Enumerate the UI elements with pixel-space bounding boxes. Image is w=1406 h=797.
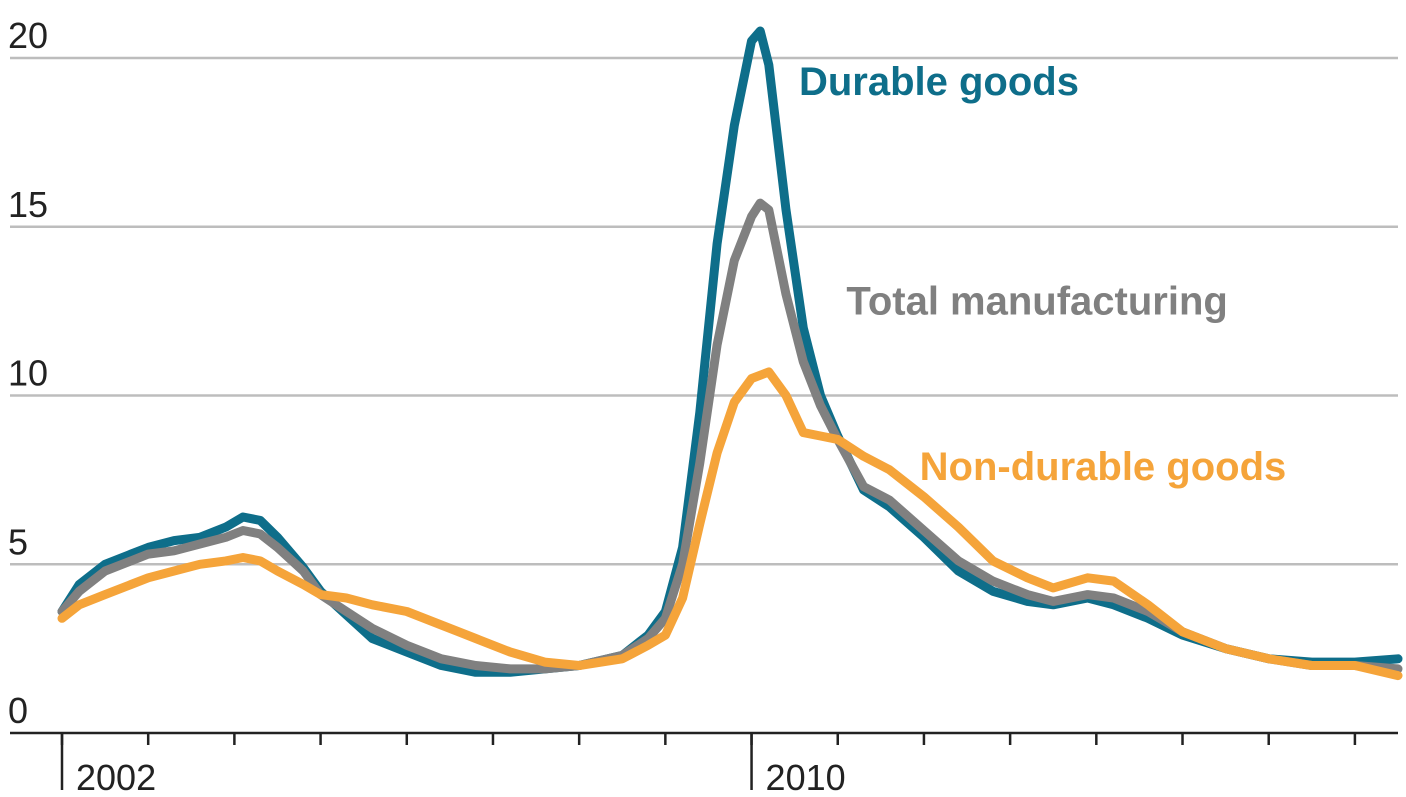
series-label: Non-durable goods bbox=[920, 445, 1287, 489]
y-tick-labels: 0 5 10 15 20 bbox=[8, 15, 48, 731]
y-tick-label: 5 bbox=[8, 521, 28, 562]
series-labels: Durable goods Total manufacturing Non-dura… bbox=[799, 60, 1286, 489]
y-tick-label: 15 bbox=[8, 184, 48, 225]
series-line-non-durable-goods bbox=[57, 367, 1403, 681]
y-tick-label: 10 bbox=[8, 353, 48, 394]
x-tick-label: 2010 bbox=[766, 757, 846, 797]
y-tick-label: 0 bbox=[8, 690, 28, 731]
series-line-total-manufacturing bbox=[57, 198, 1403, 674]
series-label: Durable goods bbox=[799, 60, 1079, 104]
gridlines bbox=[10, 56, 1398, 566]
y-tick-label: 20 bbox=[8, 15, 48, 56]
x-tick-labels: 2002 2010 bbox=[76, 757, 846, 797]
series-lines bbox=[57, 26, 1403, 681]
series-label: Total manufacturing bbox=[846, 280, 1227, 324]
x-tick-label: 2002 bbox=[76, 757, 156, 797]
x-axis bbox=[10, 731, 1398, 790]
series-line-durable-goods bbox=[57, 26, 1403, 677]
